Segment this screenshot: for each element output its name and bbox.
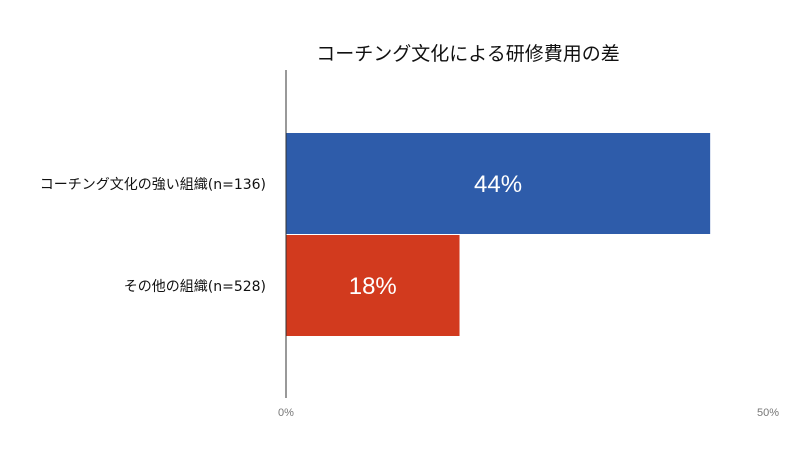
category-label-2: その他の組織(n=528) xyxy=(124,279,266,295)
x-tick-label-1: 0% xyxy=(278,407,294,419)
bar-2 xyxy=(286,235,460,336)
bar-group: 44% コーチング文化の強い組織(n=136) 18% その他の組織(n=528) xyxy=(40,133,711,336)
x-tick-label-2: 50% xyxy=(757,407,779,419)
x-axis-ticks: 0% 50% xyxy=(278,407,779,419)
bar-1 xyxy=(286,133,711,234)
chart-title: コーチング文化による研修費用の差 xyxy=(316,43,619,65)
category-label-1: コーチング文化の強い組織(n=136) xyxy=(40,177,266,193)
bar-value-label-2: 18% xyxy=(349,273,397,300)
bar-value-label-1: 44% xyxy=(474,171,522,198)
